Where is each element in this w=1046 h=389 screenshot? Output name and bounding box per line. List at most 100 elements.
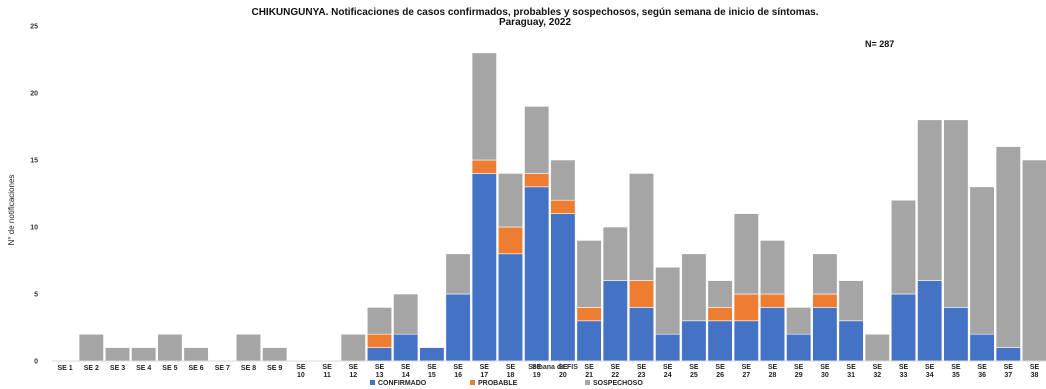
chart-title: CHIKUNGUNYA. Notificaciones de casos con… xyxy=(251,7,818,18)
bar-segment-sospechoso xyxy=(1021,159,1046,362)
x-tick-label: SE 9 xyxy=(267,365,282,372)
bar-segment-sospechoso xyxy=(812,253,838,295)
bar-segment-confirmado xyxy=(890,293,917,362)
bar-segment-confirmado xyxy=(943,307,969,362)
bar-segment-confirmado xyxy=(681,320,707,362)
bar-segment-sospechoso xyxy=(445,253,471,295)
bar-segment-sospechoso xyxy=(890,199,917,295)
bar-segment-sospechoso xyxy=(864,333,890,362)
bar-segment-sospechoso xyxy=(733,213,759,295)
x-tick-label: SE 32 xyxy=(873,364,883,379)
y-tick-label: 15 xyxy=(30,158,38,165)
x-tick-label: SE 15 xyxy=(427,364,437,379)
bar-segment-sospechoso xyxy=(550,159,576,201)
bar-segment-sospechoso xyxy=(707,280,733,308)
x-tick-label: SE 3 xyxy=(110,365,125,372)
bar-segment-probable xyxy=(733,293,759,322)
bar-segment-sospechoso xyxy=(183,347,209,362)
x-tick-label: SE 36 xyxy=(977,364,987,379)
bars xyxy=(78,52,1046,362)
x-tick-label: SE 1 xyxy=(58,365,73,372)
bar-segment-sospechoso xyxy=(655,266,681,335)
bar-segment-confirmado xyxy=(786,333,812,362)
x-tick-label: SE 27 xyxy=(742,364,752,379)
bar-segment-probable xyxy=(812,293,838,308)
y-axis-label: N° de notificaciones xyxy=(7,175,16,246)
x-tick-label: SE 13 xyxy=(375,364,385,379)
x-axis-label: Semana de FIS xyxy=(528,364,578,371)
bar-segment-confirmado xyxy=(471,173,497,362)
bar-segment-confirmado xyxy=(733,320,759,362)
bar-segment-sospechoso xyxy=(340,333,366,362)
total-annotation: N= 287 xyxy=(865,39,894,49)
legend-item: PROBABLE xyxy=(478,380,518,387)
x-tick-label: SE 35 xyxy=(951,364,961,379)
x-tick-label: SE 34 xyxy=(925,364,935,379)
bar-segment-sospechoso xyxy=(157,333,183,362)
bar-segment-sospechoso xyxy=(393,293,419,335)
bar-segment-sospechoso xyxy=(104,347,131,362)
bar-segment-sospechoso xyxy=(917,119,943,281)
bar-segment-sospechoso xyxy=(602,226,628,281)
bar-segment-sospechoso xyxy=(471,52,497,161)
bar-segment-confirmado xyxy=(445,293,471,362)
bar-segment-confirmado xyxy=(550,213,576,362)
bar-segment-probable xyxy=(524,173,550,188)
x-tick-label: SE 12 xyxy=(349,364,359,379)
x-tick-label: SE 17 xyxy=(480,364,490,379)
x-tick-label: SE 21 xyxy=(584,364,594,379)
chart-subtitle: Paraguay, 2022 xyxy=(499,17,572,28)
bar-segment-sospechoso xyxy=(78,333,104,362)
y-tick-label: 20 xyxy=(30,91,38,98)
bar-segment-sospechoso xyxy=(497,173,524,228)
x-tick-label: SE 11 xyxy=(322,364,332,379)
y-axis-ticks: 0 5 10 15 20 25 xyxy=(30,24,38,366)
x-axis-ticks: SE 1 SE 2 SE 3 SE 4 SE 5 SE 6 SE 7 SE 8 SE 9 SE 10… xyxy=(58,364,1040,379)
bar-segment-probable xyxy=(366,333,393,348)
y-tick-label: 0 xyxy=(34,359,38,366)
bar-segment-confirmado xyxy=(393,333,419,362)
bar-segment-probable xyxy=(759,293,786,308)
bar-segment-probable xyxy=(707,307,733,322)
x-tick-label: SE 2 xyxy=(84,365,99,372)
bar-segment-sospechoso xyxy=(681,253,707,322)
x-tick-label: SE 19 xyxy=(532,364,542,379)
x-tick-label: SE 4 xyxy=(136,365,151,372)
x-tick-label: SE 25 xyxy=(689,364,699,379)
y-tick-label: 25 xyxy=(30,24,38,31)
x-tick-label: SE 16 xyxy=(453,364,463,379)
bar-segment-confirmado xyxy=(917,280,943,362)
x-tick-label: SE 20 xyxy=(558,364,568,379)
bar-segment-sospechoso xyxy=(262,347,288,362)
bar-segment-probable xyxy=(471,159,497,174)
bar-segment-confirmado xyxy=(576,320,602,362)
x-tick-label: SE 18 xyxy=(506,364,516,379)
x-tick-label: SE 28 xyxy=(768,364,778,379)
bar-segment-sospechoso xyxy=(235,333,262,362)
bar-segment-sospechoso xyxy=(366,307,393,335)
bar-segment-confirmado xyxy=(838,320,864,362)
x-tick-label: SE 29 xyxy=(794,364,804,379)
bar-segment-sospechoso xyxy=(759,240,786,295)
legend-item: CONFIRMADO xyxy=(378,380,427,387)
x-tick-label: SE 7 xyxy=(215,365,230,372)
y-tick-label: 5 xyxy=(34,292,38,299)
bar-segment-probable xyxy=(628,280,655,308)
bar-segment-confirmado xyxy=(497,253,524,362)
bar-segment-sospechoso xyxy=(786,307,812,335)
x-tick-label: SE 8 xyxy=(241,365,256,372)
x-tick-label: SE 10 xyxy=(296,364,306,379)
bar-segment-sospechoso xyxy=(524,106,550,174)
bar-segment-confirmado xyxy=(969,333,995,362)
x-tick-label: SE 22 xyxy=(611,364,621,379)
x-tick-label: SE 37 xyxy=(1004,364,1014,379)
legend-swatch xyxy=(585,380,590,385)
x-tick-label: SE 23 xyxy=(637,364,647,379)
legend: CONFIRMADO PROBABLE SOSPECHOSO xyxy=(370,380,643,387)
bar-segment-confirmado xyxy=(995,347,1021,362)
bar-segment-confirmado xyxy=(524,186,550,362)
bar-segment-confirmado xyxy=(628,307,655,362)
bar-segment-sospechoso xyxy=(995,146,1021,348)
x-tick-label: SE 26 xyxy=(715,364,725,379)
